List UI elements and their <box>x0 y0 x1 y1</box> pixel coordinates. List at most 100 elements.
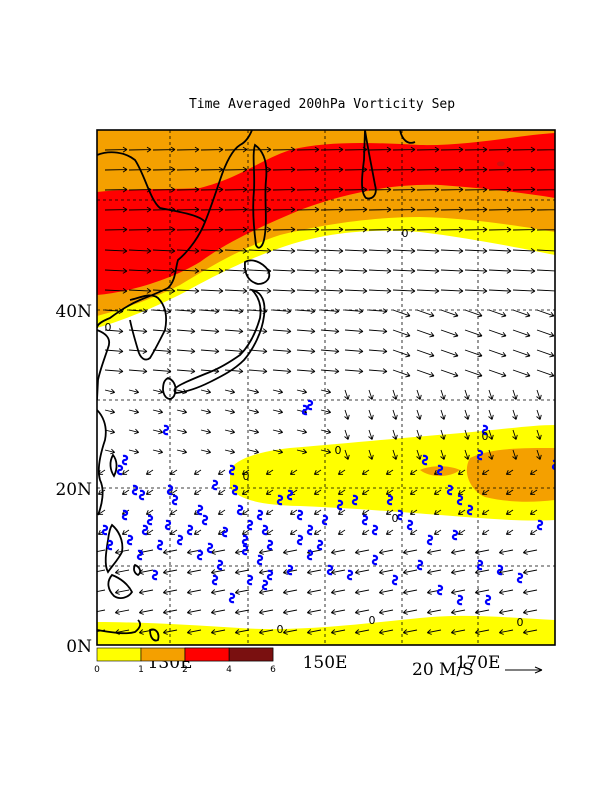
wind-vector <box>313 509 322 515</box>
wind-vector <box>152 348 172 355</box>
wind-vector <box>392 248 416 254</box>
wind-vector <box>200 448 212 455</box>
wind-vector <box>152 288 176 294</box>
wind-vector <box>464 206 488 213</box>
map-frame <box>96 129 556 646</box>
wind-vector <box>392 146 416 153</box>
wind-vector <box>128 348 148 355</box>
typhoon-symbol <box>116 464 124 476</box>
wind-vector <box>440 409 446 420</box>
wind-vector <box>128 388 140 395</box>
wind-vector <box>402 589 418 595</box>
wind-vector <box>416 349 435 358</box>
wind-vector <box>344 409 350 420</box>
wind-vector <box>306 629 322 635</box>
wind-vector <box>392 206 416 213</box>
wind-vector <box>416 206 440 213</box>
wind-vector <box>176 328 196 335</box>
wind-vector <box>104 288 128 294</box>
wind-vector <box>97 469 106 475</box>
wind-vector <box>121 469 130 475</box>
wind-vector <box>464 146 488 153</box>
typhoon-symbol <box>286 564 294 576</box>
wind-vector <box>241 469 250 475</box>
wind-vector <box>186 589 202 595</box>
typhoon-symbol <box>138 489 146 501</box>
wind-vector <box>241 529 250 535</box>
coastline-taiwan <box>109 453 118 478</box>
wind-vector <box>488 226 512 233</box>
wind-vector <box>152 388 164 395</box>
typhoon-symbol <box>476 559 484 571</box>
wind-vector <box>104 166 128 173</box>
wind-vector <box>217 509 226 515</box>
wind-vector <box>368 248 392 254</box>
typhoon-symbol <box>246 574 254 586</box>
typhoon-symbol <box>166 484 174 496</box>
wind-vector <box>138 629 154 635</box>
wind-vector <box>450 549 466 555</box>
wind-vector <box>392 389 398 400</box>
map-title: Time Averaged 200hPa Vorticity Sep <box>189 97 455 112</box>
wind-vector <box>320 408 332 415</box>
wind-vector <box>282 549 298 555</box>
wind-vector <box>97 569 106 573</box>
typhoon-symbol <box>436 464 444 476</box>
wind-vector <box>248 368 268 375</box>
wind-vector <box>433 489 442 495</box>
wind-vector <box>440 268 464 274</box>
typhoon-symbol <box>136 549 144 561</box>
typhoon-symbol <box>451 529 459 541</box>
colorbar-segment-red <box>184 647 230 662</box>
wind-vector <box>505 509 514 515</box>
wind-vector <box>368 206 392 213</box>
wind-vector <box>104 388 116 395</box>
wind-vector <box>354 549 370 555</box>
wind-vector <box>306 609 322 615</box>
typhoon-symbol <box>301 404 309 416</box>
wind-vector <box>265 469 274 475</box>
wind-vector <box>296 206 320 213</box>
wind-vector <box>176 186 200 193</box>
wind-vector <box>186 609 202 615</box>
wind-vector <box>176 308 196 315</box>
typhoon-symbol <box>371 524 379 536</box>
wind-vector <box>474 609 490 615</box>
wind-vector <box>512 369 531 378</box>
wind-vector <box>529 529 538 535</box>
wind-vector <box>282 589 298 595</box>
typhoon-symbol <box>121 454 129 466</box>
typhoon-symbol <box>206 542 214 554</box>
wind-vector <box>368 409 374 420</box>
wind-vector <box>224 308 244 315</box>
vector-reference-label: 20 M/S <box>412 660 474 680</box>
wind-vector <box>440 166 464 173</box>
wind-vector <box>169 509 178 515</box>
typhoon-symbol <box>321 514 329 526</box>
wind-vector <box>481 529 490 535</box>
typhoon-symbol <box>236 504 244 516</box>
typhoon-symbol <box>162 424 170 436</box>
coastline-kamchatka <box>361 130 416 200</box>
typhoon-symbol <box>266 539 274 551</box>
typhoon-symbol <box>261 524 269 536</box>
coastline-sakhalin <box>252 143 268 249</box>
wind-vector <box>176 226 200 233</box>
wind-vector <box>114 629 130 635</box>
wind-vector <box>457 489 466 495</box>
wind-vector <box>128 268 152 274</box>
wind-vector <box>344 308 364 315</box>
wind-vector <box>440 349 459 358</box>
wind-vector <box>392 288 416 294</box>
typhoon-symbol <box>516 572 524 584</box>
wind-vector <box>344 226 368 233</box>
wind-vector <box>354 569 370 575</box>
wind-vector <box>464 409 470 420</box>
wind-vector <box>344 389 350 400</box>
wind-vector <box>152 248 176 254</box>
contour-label-zero: 0 <box>482 430 489 443</box>
wind-vector <box>416 288 440 294</box>
wind-vector <box>416 166 440 173</box>
typhoon-symbol <box>101 524 109 536</box>
wind-vector <box>224 186 248 193</box>
